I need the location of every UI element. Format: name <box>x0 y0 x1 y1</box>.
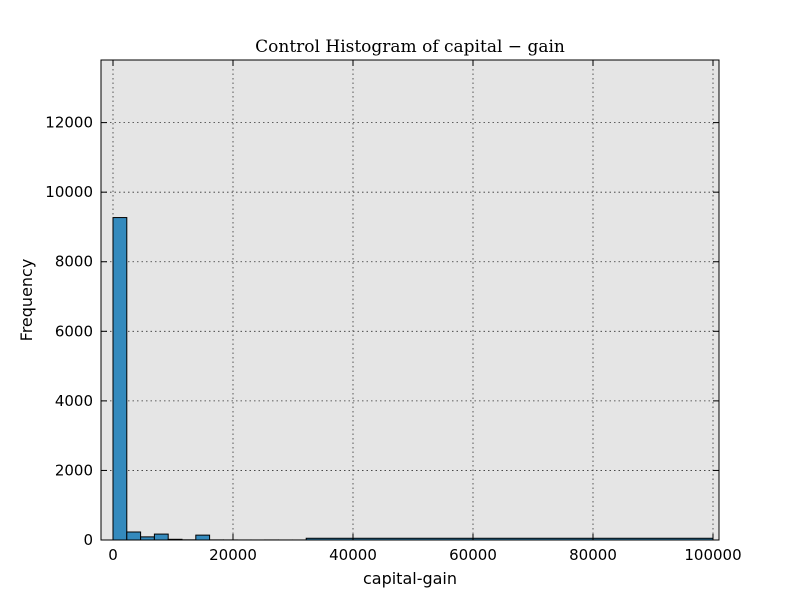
chart-title: Control Histogram of capital − gain <box>255 37 565 57</box>
y-tick-label: 12000 <box>45 114 93 132</box>
x-tick-label: 20000 <box>209 546 257 564</box>
y-tick-label: 8000 <box>55 253 93 271</box>
y-axis-label: Frequency <box>17 259 36 342</box>
plot-frame <box>100 59 720 541</box>
y-tick-label: 6000 <box>55 322 93 340</box>
y-tick-label: 10000 <box>45 183 93 201</box>
x-tick-label: 80000 <box>569 546 617 564</box>
x-tick-label: 40000 <box>329 546 377 564</box>
histogram-bar <box>112 217 128 541</box>
histogram-bar <box>153 533 169 541</box>
y-tick-label: 2000 <box>55 461 93 479</box>
plot-area <box>101 60 719 540</box>
axis-ticks: 0 20000 40000 60000 80000 100000 0 2000 4000 6000… <box>45 60 742 564</box>
y-tick-label: 4000 <box>55 392 93 410</box>
histogram-bar <box>195 534 211 541</box>
x-tick-label: 0 <box>108 546 118 564</box>
histogram-bar <box>126 531 142 541</box>
x-axis-label: capital-gain <box>363 569 457 588</box>
x-tick-label: 100000 <box>684 546 741 564</box>
x-tick-label: 60000 <box>449 546 497 564</box>
y-tick-label: 0 <box>83 531 93 549</box>
